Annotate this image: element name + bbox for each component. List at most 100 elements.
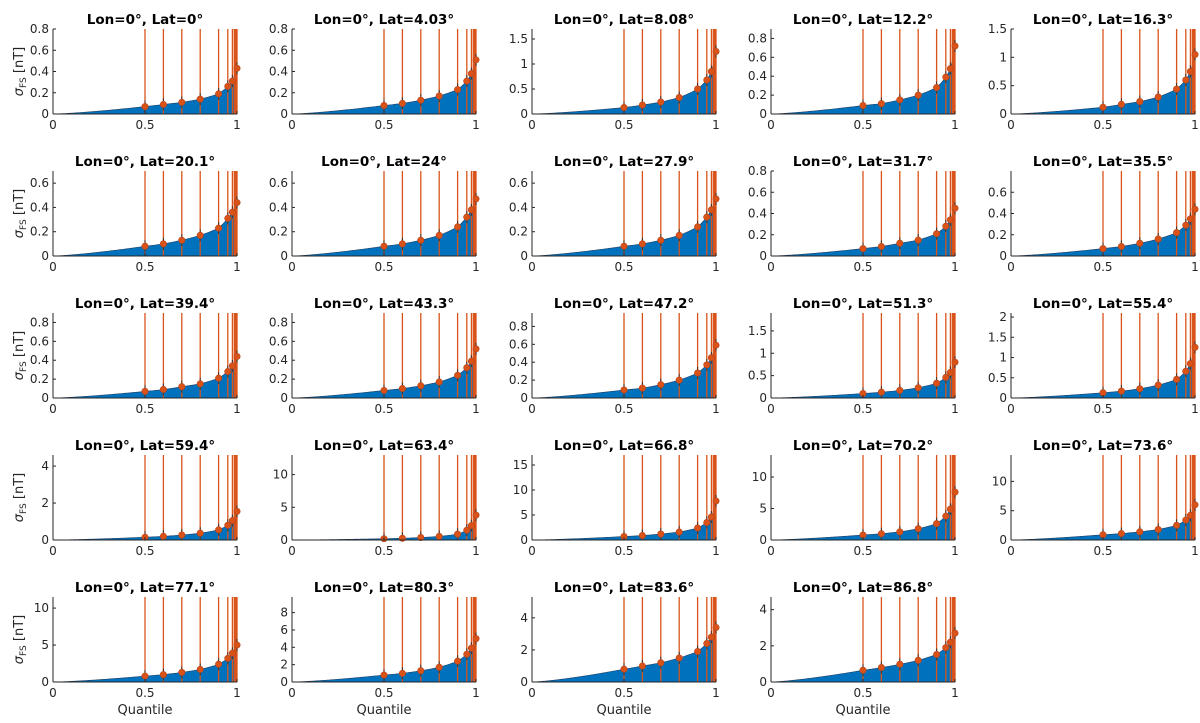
y-tick-label: 0.5 [988, 371, 1007, 385]
y-tick-label: 0.2 [30, 372, 49, 386]
y-tick-label: 0 [520, 107, 528, 121]
x-tick-label: 0 [49, 402, 57, 416]
quantile-marker [896, 528, 904, 536]
quantile-marker [877, 530, 885, 538]
y-axis-label: σFS [nT] [12, 473, 29, 522]
x-tick-label: 0 [49, 260, 57, 274]
y-tick-label: 0 [759, 107, 767, 121]
y-tick-label: 0.4 [748, 69, 767, 83]
quantile-marker [1136, 98, 1144, 106]
quantile-marker [215, 224, 223, 232]
y-tick-label: 1 [759, 346, 767, 360]
x-tick-label: 0.5 [135, 544, 154, 558]
y-tick-label: 0.2 [269, 372, 288, 386]
y-tick-label: 0.4 [509, 200, 528, 214]
quantile-marker [657, 530, 665, 538]
quantile-marker [224, 521, 232, 529]
quantile-marker [896, 239, 904, 247]
subplot: Lon=0°, Lat=86.8° 0 2 4 0 0.5 1 Quantile [759, 580, 958, 718]
quantile-marker [933, 520, 941, 528]
quantile-marker [694, 223, 702, 231]
x-tick-label: 0.5 [614, 118, 633, 132]
y-tick-label: 4 [520, 611, 528, 625]
quantile-marker [472, 345, 480, 353]
y-tick-label: 15 [513, 458, 528, 472]
y-tick-label: 0.8 [748, 164, 767, 178]
y-tick-label: 0 [759, 533, 767, 547]
y-tick-label: 0.6 [30, 43, 49, 57]
y-tick-label: 5 [280, 500, 288, 514]
quantile-marker [638, 240, 646, 248]
x-tick-label: 1 [472, 402, 480, 416]
quantile-marker [472, 195, 480, 203]
quantile-marker [467, 522, 475, 530]
quantile-marker [472, 56, 480, 64]
quantile-marker [1136, 239, 1144, 247]
quantile-marker [942, 373, 950, 381]
quantile-marker [196, 665, 204, 673]
y-tick-label: 0.8 [30, 315, 49, 329]
subplot-title: Lon=0°, Lat=70.2° [793, 438, 933, 454]
quantile-marker [467, 644, 475, 652]
quantile-marker [859, 245, 867, 253]
quantile-marker [178, 668, 186, 676]
y-tick-label: 2 [41, 496, 49, 510]
subplot: Lon=0°, Lat=83.6° 0 2 4 0 0.5 1 Quantile [520, 580, 719, 718]
quantile-marker [215, 90, 223, 98]
x-tick-label: 0 [49, 118, 57, 132]
x-tick-label: 1 [712, 686, 720, 700]
y-tick-label: 0.4 [30, 200, 49, 214]
quantile-marker [1154, 93, 1162, 101]
quantile-marker [435, 378, 443, 386]
x-tick-label: 0.5 [853, 260, 872, 274]
subplot-title: Lon=0°, Lat=86.8° [793, 580, 933, 596]
subplot-title: Lon=0°, Lat=63.4° [314, 438, 454, 454]
subplot: Lon=0°, Lat=39.4° 0 0.2 0.4 0.6 0.8 0 0.5 1 σFS [… [12, 296, 241, 416]
quantile-marker [942, 512, 950, 520]
quantile-marker [178, 236, 186, 244]
x-tick-label: 1 [233, 118, 241, 132]
quantile-marker [694, 648, 702, 656]
quantile-marker [657, 98, 665, 106]
subplot-title: Lon=0°, Lat=59.4° [75, 438, 215, 454]
quantile-marker [215, 526, 223, 534]
subplot: Lon=0°, Lat=4.03° 0 0.2 0.4 0.6 0.8 0 0.5 1 [269, 12, 480, 132]
x-axis-label: Quantile [597, 703, 652, 718]
quantile-marker [638, 531, 646, 539]
x-tick-label: 0.5 [1093, 118, 1112, 132]
quantile-marker [1182, 367, 1190, 375]
y-tick-label: 4 [280, 640, 288, 654]
x-tick-label: 0.5 [614, 686, 633, 700]
y-tick-label: 5 [520, 508, 528, 522]
quantile-marker [638, 101, 646, 109]
quantile-marker [712, 497, 720, 505]
quantile-marker [951, 204, 959, 212]
quantile-marker [1191, 205, 1199, 213]
quantile-marker [463, 364, 471, 372]
x-tick-label: 0 [288, 544, 296, 558]
x-tick-label: 0 [1007, 544, 1015, 558]
subplot-title: Lon=0°, Lat=20.1° [75, 154, 215, 170]
y-tick-label: 5 [999, 504, 1007, 518]
subplot-title: Lon=0°, Lat=35.5° [1033, 154, 1173, 170]
quantile-marker [1099, 531, 1107, 539]
y-tick-label: 2 [759, 639, 767, 653]
quantile-marker [877, 242, 885, 250]
subplot: Lon=0°, Lat=24° 0 0.2 0.4 0.6 0 0.5 1 [269, 154, 480, 274]
y-tick-label: 0.2 [748, 88, 767, 102]
quantile-marker [435, 92, 443, 100]
y-tick-label: 0 [520, 249, 528, 263]
y-tick-label: 0.6 [30, 334, 49, 348]
quantile-marker [942, 73, 950, 81]
x-tick-label: 0 [1007, 118, 1015, 132]
y-axis-label: σFS [nT] [12, 189, 29, 238]
quantile-marker [196, 529, 204, 537]
x-tick-label: 0 [528, 686, 536, 700]
y-axis-label: σFS [nT] [12, 47, 29, 96]
y-tick-label: 0 [41, 675, 49, 689]
y-tick-label: 0 [280, 107, 288, 121]
quantile-marker [463, 213, 471, 221]
y-tick-label: 0 [280, 249, 288, 263]
quantile-marker [196, 95, 204, 103]
quantile-marker [233, 199, 241, 207]
